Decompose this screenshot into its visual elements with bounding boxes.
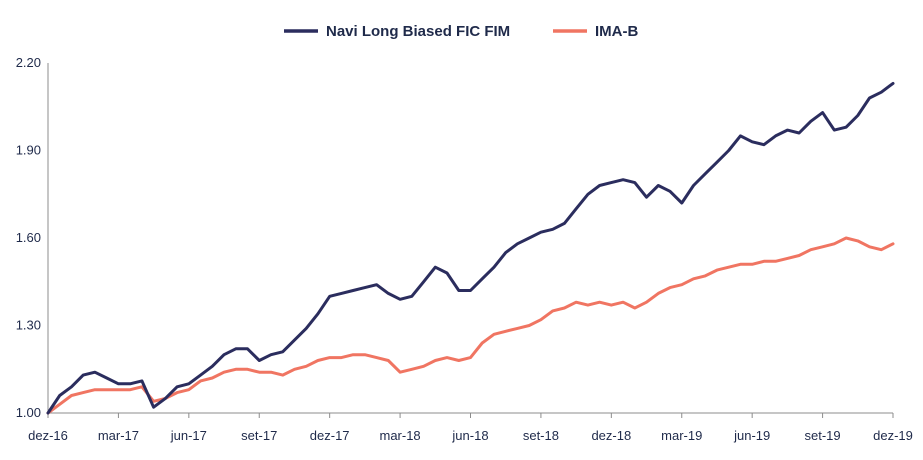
x-tick-label: mar-19 [661,428,702,443]
legend-item: Navi Long Biased FIC FIM [284,23,510,40]
x-tick-label: jun-18 [451,428,488,443]
x-tick-label: set-19 [805,428,841,443]
x-tick-label: dez-16 [28,428,68,443]
x-tick-label: set-18 [523,428,559,443]
series-line-navi-long-biased-fic-fim [46,81,895,415]
x-tick-label: set-17 [241,428,277,443]
y-tick-label: 1.30 [16,318,41,333]
legend-label: IMA-B [595,23,638,40]
series-layer [46,81,895,415]
x-tick-label: dez-17 [310,428,350,443]
y-axis: 1.00 1.30 1.60 1.90 2.20 [16,55,49,420]
y-tick-label: 1.90 [16,143,41,158]
y-tick-label: 1.60 [16,230,41,245]
y-tick-label: 1.00 [16,405,41,420]
legend: Navi Long Biased FIC FIM IMA-B [284,23,638,40]
x-tick-label: mar-17 [98,428,139,443]
legend-item: IMA-B [553,23,638,40]
y-tick-label: 2.20 [16,55,41,70]
x-tick-label: dez-19 [873,428,913,443]
x-tick-label: dez-18 [591,428,631,443]
series-line-ima-b [46,236,895,415]
legend-label: Navi Long Biased FIC FIM [326,23,510,40]
x-tick-label: jun-19 [733,428,770,443]
x-tick-label: mar-18 [379,428,420,443]
x-tick-label: jun-17 [170,428,207,443]
x-axis: dez-16 mar-17 jun-17 set-17 dez-17 mar-18 jun-… [28,412,913,443]
